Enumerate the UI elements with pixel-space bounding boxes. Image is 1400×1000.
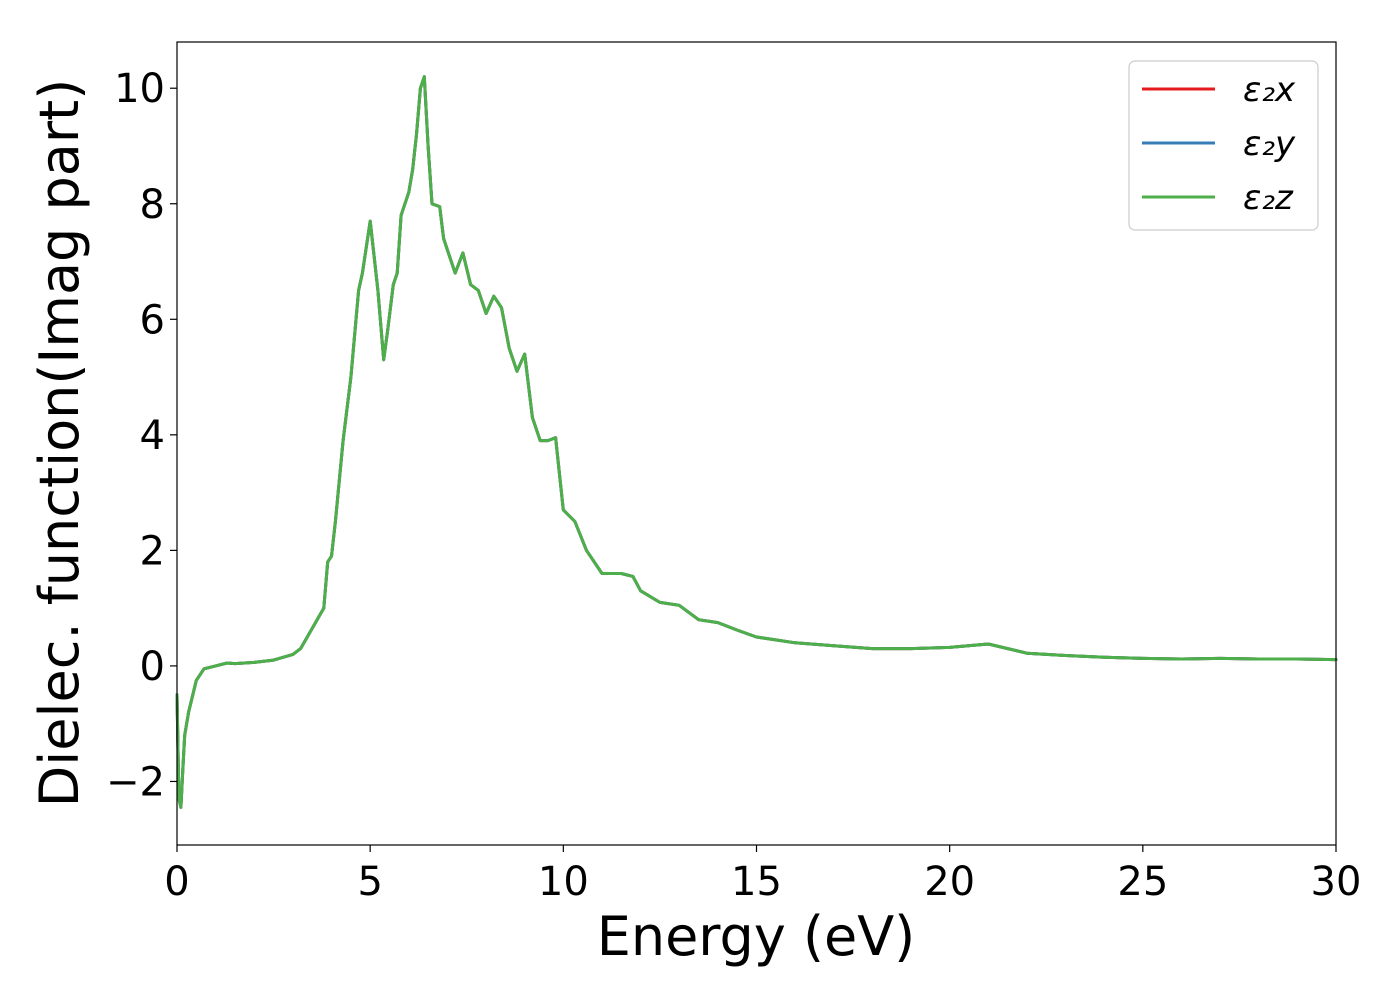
x-tick-label: 0 — [164, 859, 189, 905]
x-axis-ticks: 0 5 10 15 20 25 30 — [164, 845, 1361, 905]
y-axis-ticks: −2 0 2 4 6 8 10 — [106, 66, 177, 805]
x-tick-label: 15 — [731, 859, 782, 905]
y-tick-label: −2 — [106, 759, 165, 805]
y-tick-label: 4 — [140, 413, 165, 459]
x-tick-label: 5 — [357, 859, 382, 905]
x-axis-label: Energy (eV) — [597, 905, 916, 968]
series-layer — [175, 75, 1338, 809]
x-tick-label: 25 — [1117, 859, 1168, 905]
legend: ε₂x ε₂y ε₂z — [1128, 60, 1319, 231]
legend-label-2: ε₂y — [1243, 124, 1296, 164]
y-tick-label: 0 — [140, 644, 165, 690]
series-line-3 — [175, 75, 1338, 809]
x-tick-label: 30 — [1311, 859, 1362, 905]
y-axis-label: Dielec. function(Imag part) — [28, 79, 91, 808]
legend-label-1: ε₂x — [1243, 70, 1296, 110]
y-tick-label: 10 — [114, 66, 165, 112]
x-tick-label: 10 — [538, 859, 589, 905]
y-tick-label: 2 — [140, 528, 165, 574]
x-tick-label: 20 — [924, 859, 975, 905]
y-tick-label: 8 — [140, 182, 165, 228]
y-tick-label: 6 — [140, 297, 165, 343]
legend-label-3: ε₂z — [1243, 178, 1294, 218]
legend-box — [1128, 60, 1319, 231]
